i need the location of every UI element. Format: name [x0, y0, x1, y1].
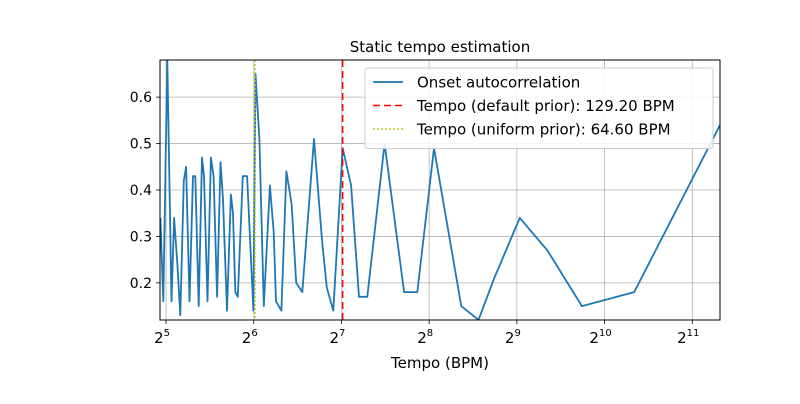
legend-label: Onset autocorrelation [417, 74, 580, 92]
x-tick-label: 27 [330, 328, 346, 347]
x-tick-label-base: 2 [417, 329, 427, 347]
y-tick-label: 0.2 [130, 276, 152, 292]
x-tick-label-base: 2 [154, 329, 164, 347]
x-tick-label-exponent: 10 [599, 328, 612, 339]
x-tick-label-base: 2 [677, 329, 687, 347]
series-line-onset-autocorrelation [160, 60, 720, 320]
legend-label: Tempo (default prior): 129.20 BPM [416, 97, 675, 115]
x-tick-label-base: 2 [505, 329, 515, 347]
x-tick-label: 210 [589, 328, 611, 347]
x-tick-label-base: 2 [589, 329, 599, 347]
y-tick-label: 0.6 [130, 90, 152, 106]
legend-box [364, 67, 714, 149]
y-tick-label: 0.4 [130, 183, 152, 199]
y-tick-label: 0.5 [130, 137, 152, 153]
x-tick-label-exponent: 9 [514, 328, 520, 339]
x-tick-label-exponent: 7 [339, 328, 345, 339]
x-tick-label: 29 [505, 328, 521, 347]
x-tick-label-exponent: 5 [164, 328, 170, 339]
x-tick-label-exponent: 8 [427, 328, 433, 339]
x-tick-label: 25 [154, 328, 170, 347]
x-tick-label-base: 2 [330, 329, 340, 347]
x-tick-label-exponent: 11 [687, 328, 700, 339]
x-tick-label-exponent: 6 [251, 328, 257, 339]
legend: Onset autocorrelation Tempo (default prio… [364, 67, 714, 149]
chart-title: Static tempo estimation [350, 38, 530, 56]
x-tick-label: 26 [242, 328, 258, 347]
data-layer [160, 60, 720, 320]
y-tick-label: 0.3 [130, 229, 152, 245]
x-tick-label-base: 2 [242, 329, 252, 347]
x-tick-label: 211 [677, 328, 699, 347]
x-tick-label: 28 [417, 328, 433, 347]
x-axis-label: Tempo (BPM) [390, 354, 489, 372]
legend-label: Tempo (uniform prior): 64.60 BPM [416, 121, 671, 139]
